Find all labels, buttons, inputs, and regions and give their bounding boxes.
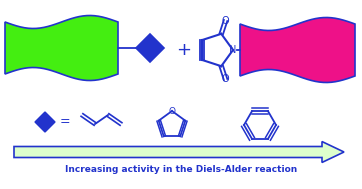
Text: N: N	[229, 45, 237, 55]
FancyArrow shape	[14, 142, 344, 163]
Polygon shape	[5, 15, 118, 81]
Polygon shape	[240, 18, 355, 82]
Text: O: O	[168, 106, 176, 115]
Text: +: +	[177, 41, 191, 59]
Text: O: O	[222, 15, 230, 26]
Text: Increasing activity in the Diels-Alder reaction: Increasing activity in the Diels-Alder r…	[65, 166, 297, 174]
Polygon shape	[136, 34, 164, 62]
Text: O: O	[222, 74, 230, 84]
Polygon shape	[35, 112, 55, 132]
Text: =: =	[60, 115, 70, 129]
